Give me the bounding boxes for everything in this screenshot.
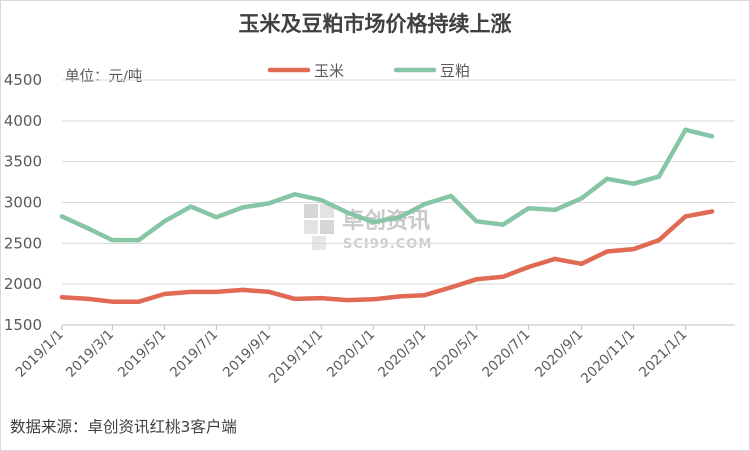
data-point (59, 214, 65, 219)
data-point (500, 274, 506, 279)
data-point (709, 209, 715, 214)
x-tick-label: 2019/7/1 (167, 327, 221, 381)
series-line-2 (59, 127, 715, 243)
watermark-logo-icon (304, 204, 334, 250)
y-tick-label: 4500 (4, 71, 42, 89)
data-point (110, 299, 115, 304)
data-point (344, 210, 350, 215)
data-point (709, 134, 715, 139)
data-point (448, 285, 454, 290)
x-tick-label: 2019/1/1 (13, 327, 67, 381)
x-tick-label: 2020/11/1 (578, 327, 638, 387)
unit-label: 单位：元/吨 (65, 68, 142, 85)
data-point (474, 219, 479, 224)
y-tick-label: 2500 (4, 234, 42, 252)
data-point (214, 215, 219, 220)
x-tick-label: 2020/5/1 (427, 327, 481, 381)
data-point (110, 237, 115, 243)
data-point (292, 296, 298, 302)
x-tick-label: 2019/11/1 (266, 327, 326, 387)
legend: 玉米 豆粕 (267, 62, 470, 80)
data-point (214, 289, 219, 295)
x-tick-label: 2019/9/1 (220, 327, 274, 381)
data-point (631, 181, 636, 186)
data-point (344, 297, 350, 303)
x-axis-ticks: 2019/1/12019/3/12019/5/12019/7/12019/9/1… (13, 325, 690, 387)
x-tick-label: 2019/3/1 (63, 327, 117, 381)
legend-label: 豆粕 (440, 62, 470, 80)
data-point (683, 214, 688, 219)
data-point (500, 222, 506, 227)
data-point (188, 289, 193, 295)
data-point (656, 174, 662, 179)
data-point (526, 264, 531, 270)
data-point (604, 176, 610, 181)
x-tick-label: 2020/1/1 (324, 327, 378, 381)
x-tick-label: 2020/3/1 (375, 327, 429, 381)
y-tick-label: 4000 (4, 112, 42, 130)
data-point (136, 299, 141, 304)
data-point (656, 237, 662, 243)
data-point (240, 287, 245, 293)
data-point (319, 295, 324, 301)
y-tick-label: 3500 (4, 153, 42, 171)
legend-label: 玉米 (314, 62, 344, 80)
data-point (422, 293, 427, 298)
data-point (683, 127, 688, 132)
source-note: 数据来源：卓创资讯红桃3客户端 (10, 418, 237, 436)
data-point (579, 196, 584, 201)
series-line-1 (59, 209, 715, 304)
data-point (371, 219, 376, 225)
y-tick-label: 3000 (4, 194, 42, 212)
data-point (162, 291, 167, 297)
data-point (552, 256, 558, 262)
y-axis-ticks: 1500 2000 2500 3000 3500 4000 4500 (4, 71, 42, 334)
data-point (59, 295, 65, 300)
data-point (136, 237, 141, 243)
data-point (474, 277, 479, 282)
data-point (631, 246, 636, 252)
x-tick-label: 2020/7/1 (479, 327, 533, 381)
x-tick-label: 2020/9/1 (532, 327, 586, 381)
data-point (552, 207, 558, 213)
data-point (448, 193, 454, 199)
data-point (422, 201, 427, 207)
data-point (188, 204, 193, 209)
chart-title: 玉米及豆粕市场价格持续上涨 (239, 11, 512, 36)
gridlines (62, 79, 735, 326)
y-tick-label: 1500 (4, 316, 42, 334)
data-point (526, 206, 531, 211)
data-point (240, 205, 245, 210)
data-point (579, 261, 584, 266)
data-point (162, 219, 167, 224)
data-point (397, 294, 402, 299)
data-point (86, 226, 91, 231)
x-tick-label: 2021/1/1 (636, 327, 690, 381)
data-point (371, 297, 376, 302)
data-point (267, 201, 272, 206)
data-point (319, 197, 324, 203)
data-point (397, 215, 402, 220)
x-tick-label: 2019/5/1 (115, 327, 169, 381)
series-layer (59, 127, 715, 304)
data-point (267, 289, 272, 295)
data-point (604, 249, 610, 254)
data-point (86, 296, 91, 302)
y-tick-label: 2000 (4, 275, 42, 293)
watermark-domain: SCI99.COM (343, 237, 432, 252)
data-point (292, 192, 298, 197)
